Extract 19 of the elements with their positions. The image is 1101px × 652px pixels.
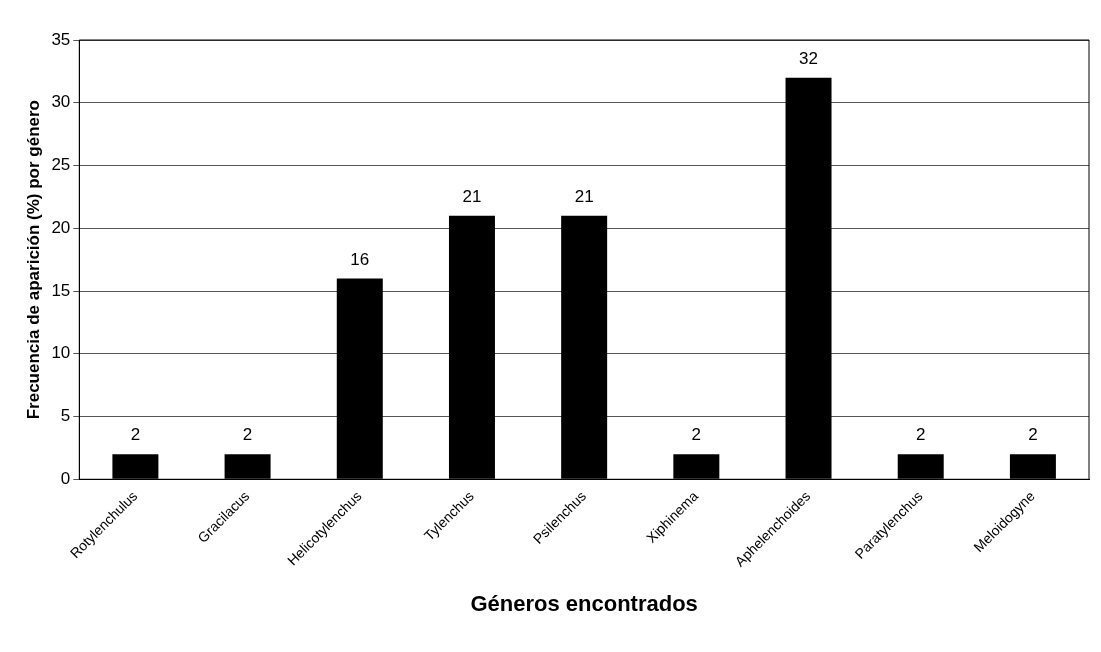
data-label: 21 xyxy=(574,186,594,206)
y-tick-label: 35 xyxy=(51,29,71,49)
data-label: 2 xyxy=(915,425,926,445)
y-tick-label: 20 xyxy=(51,217,71,237)
data-label: 21 xyxy=(462,186,482,206)
y-tick-label: 10 xyxy=(51,343,71,363)
y-tick-label: 5 xyxy=(60,406,71,426)
data-label: 2 xyxy=(130,425,141,445)
data-label: 16 xyxy=(350,249,370,269)
y-tick-label: 15 xyxy=(51,280,71,300)
y-tick-label: 0 xyxy=(60,468,71,488)
data-label: 2 xyxy=(691,425,702,445)
data-label: 2 xyxy=(1028,425,1038,445)
data-label: 32 xyxy=(799,48,818,68)
y-tick-label: 30 xyxy=(51,92,71,112)
y-axis-title: Frecuencia de aparición (%) por género xyxy=(23,99,43,420)
x-axis-title: Géneros encontrados xyxy=(470,590,698,616)
y-tick-label: 25 xyxy=(51,155,71,175)
data-label: 2 xyxy=(242,425,253,445)
